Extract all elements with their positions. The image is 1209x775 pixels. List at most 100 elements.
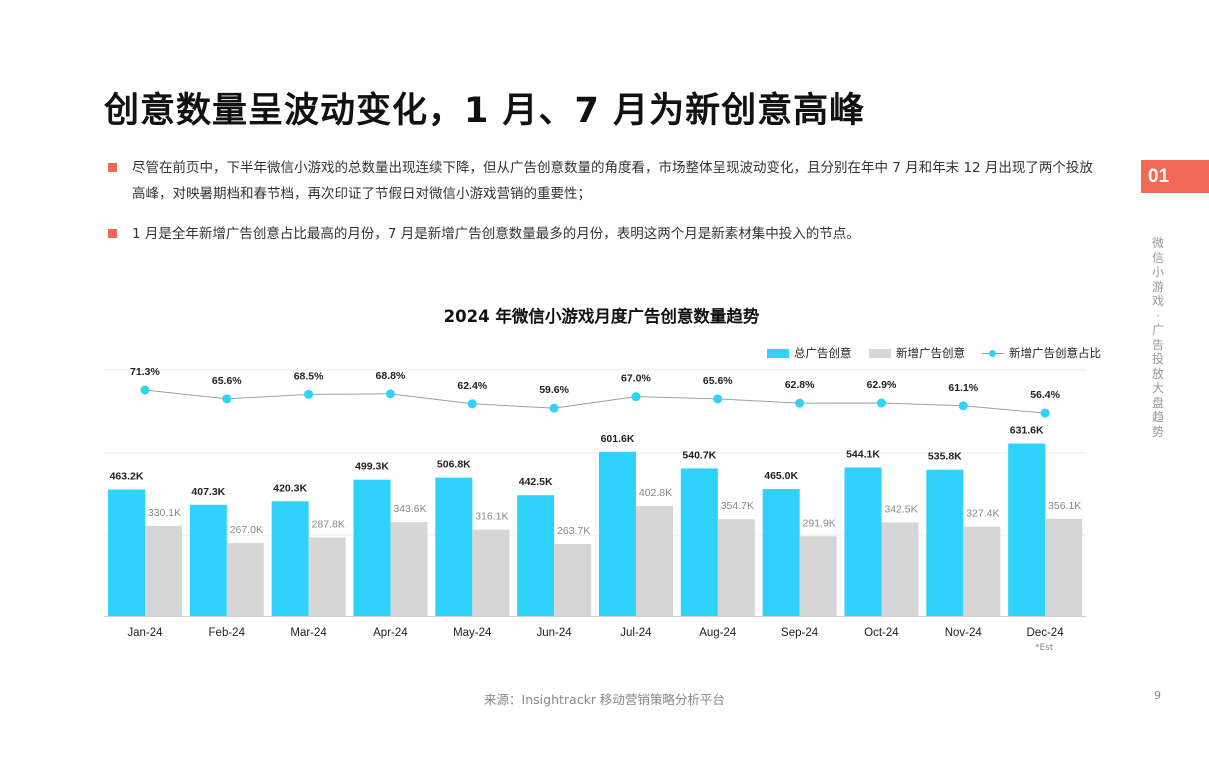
bar-new <box>963 526 1001 616</box>
bar-total-label: 601.6K <box>601 433 635 445</box>
bar-new <box>145 525 182 616</box>
legend-item-new: 新增广告创意 <box>869 345 965 361</box>
bar-new <box>717 519 755 616</box>
ratio-label: 67.0% <box>621 373 651 385</box>
x-tick-label: Jun-24 <box>536 627 572 639</box>
legend-swatch-new <box>869 348 891 358</box>
bar-new <box>1045 518 1083 616</box>
ratio-label: 65.6% <box>703 375 733 387</box>
x-tick-label: Oct-24 <box>864 627 899 639</box>
ratio-label: 65.6% <box>212 375 242 387</box>
bar-total-label: 420.3K <box>273 482 307 494</box>
ratio-marker <box>549 403 559 413</box>
bar-total <box>1008 443 1046 616</box>
bar-new-label: 267.0K <box>230 524 263 536</box>
bar-total-label: 535.8K <box>928 451 962 463</box>
x-tick-label: Apr-24 <box>373 627 408 639</box>
bar-total <box>271 501 309 616</box>
bar-new-label: 354.7K <box>721 500 754 512</box>
ratio-marker <box>958 401 968 411</box>
x-tick-label: Dec-24 <box>1027 627 1065 639</box>
bar-total-label: 506.8K <box>437 459 471 471</box>
bullet-point: 尽管在前页中，下半年微信小游戏的总数量出现连续下降，但从广告创意数量的角度看，市… <box>108 155 1098 207</box>
bar-total-label: 442.5K <box>519 476 553 488</box>
ratio-marker <box>795 398 805 408</box>
page-title: 创意数量呈波动变化，1 月、7 月为新创意高峰 <box>104 91 866 131</box>
bar-total <box>680 468 718 616</box>
x-tick-label: Jul-24 <box>620 627 652 639</box>
legend-swatch-ratio <box>982 349 1004 358</box>
ratio-label: 61.1% <box>948 382 978 394</box>
bar-new-label: 263.7K <box>557 525 590 537</box>
x-tick-label: Jan-24 <box>127 627 163 639</box>
ratio-label: 68.8% <box>376 370 406 382</box>
x-tick-label: Mar-24 <box>290 627 327 639</box>
x-tick-label: Aug-24 <box>699 627 737 639</box>
ratio-label: 62.8% <box>785 379 815 391</box>
bar-new <box>308 537 346 616</box>
bar-total <box>435 477 473 616</box>
bar-total <box>108 489 145 616</box>
bar-total <box>189 504 227 616</box>
ratio-marker <box>140 385 150 395</box>
ratio-marker <box>304 389 314 399</box>
bar-total-label: 465.0K <box>764 470 798 482</box>
bar-new <box>881 522 919 616</box>
bar-total-label: 544.1K <box>846 448 880 460</box>
bar-new-label: 287.8K <box>312 518 345 530</box>
legend-item-total: 总广告创意 <box>767 345 852 361</box>
ratio-marker <box>222 394 232 404</box>
bar-new-label: 402.8K <box>639 487 672 499</box>
ratio-label: 62.9% <box>867 379 897 391</box>
ratio-marker <box>631 392 641 402</box>
ratio-label: 56.4% <box>1030 389 1060 401</box>
legend-label-ratio: 新增广告创意占比 <box>1009 346 1101 360</box>
ratio-label: 59.6% <box>539 384 569 396</box>
x-tick-label: Nov-24 <box>945 627 983 639</box>
bullet-square-icon <box>108 163 117 172</box>
ratio-label: 62.4% <box>457 380 487 392</box>
bar-new <box>636 506 673 616</box>
bullet-square-icon <box>108 229 117 238</box>
bullet-text: 尽管在前页中，下半年微信小游戏的总数量出现连续下降，但从广告创意数量的角度看，市… <box>132 160 1093 202</box>
source-text: 来源：Insightrackr 移动营销策略分析平台 <box>484 692 725 707</box>
ratio-line <box>144 389 1046 414</box>
bar-new <box>472 529 510 616</box>
bar-new-label: 330.1K <box>148 507 181 519</box>
legend-item-ratio: 新增广告创意占比 <box>982 345 1101 361</box>
bar-total <box>762 489 800 616</box>
bar-new-label: 316.1K <box>475 511 508 523</box>
bar-new-label: 343.6K <box>393 503 426 515</box>
estimate-footnote: *Est <box>1035 643 1054 653</box>
bar-new <box>390 522 428 616</box>
bar-total <box>353 479 391 616</box>
bar-new-label: 342.5K <box>884 503 917 515</box>
ratio-marker <box>876 398 886 408</box>
source-note: 来源：Insightrackr 移动营销策略分析平台 <box>0 689 1209 708</box>
legend-label-total: 总广告创意 <box>794 346 852 360</box>
chart-title: 2024 年微信小游戏月度广告创意数量趋势 <box>0 303 1209 327</box>
bar-total <box>599 451 636 616</box>
section-side-label: 微信小游戏 · 广告投放大盘趋势 <box>1151 236 1164 439</box>
x-tick-label: May-24 <box>453 627 492 639</box>
bar-total <box>844 467 882 616</box>
bullet-text: 1 月是全年新增广告创意占比最高的月份，7 月是新增广告创意数量最多的月份，表明… <box>132 226 860 242</box>
legend-label-new: 新增广告创意 <box>896 346 965 360</box>
ratio-label: 71.3% <box>130 366 160 378</box>
bar-total-label: 631.6K <box>1010 425 1044 437</box>
section-number-tab: 01 <box>1141 160 1209 193</box>
bar-total <box>517 495 555 616</box>
bar-total-label: 499.3K <box>355 461 389 473</box>
ratio-marker <box>467 399 477 409</box>
bar-total-label: 407.3K <box>191 486 225 498</box>
ratio-marker <box>713 394 723 404</box>
ratio-marker <box>385 389 395 399</box>
bar-new <box>554 544 592 616</box>
bar-new-label: 291.9K <box>803 517 836 529</box>
bar-total-label: 463.2K <box>110 471 144 483</box>
page-number: 9 <box>1154 689 1161 702</box>
chart-title-text: 2024 年微信小游戏月度广告创意数量趋势 <box>443 307 760 326</box>
bullet-point: 1 月是全年新增广告创意占比最高的月份，7 月是新增广告创意数量最多的月份，表明… <box>108 221 1098 247</box>
bar-new-label: 327.4K <box>966 508 999 520</box>
